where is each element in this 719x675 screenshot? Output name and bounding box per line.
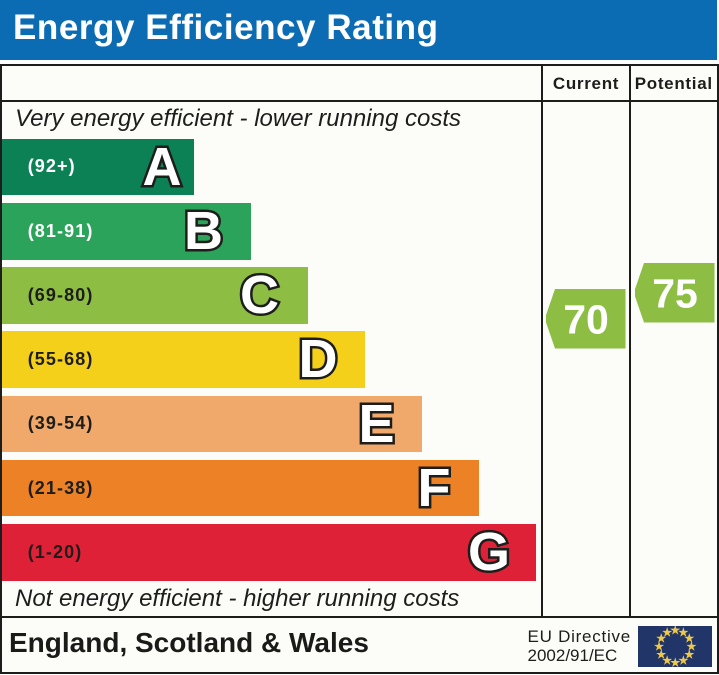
- title-bar: Energy Efficiency Rating: [0, 0, 717, 60]
- band-letter-b: B: [181, 201, 225, 262]
- eu-directive-line-2: 2002/91/EC: [527, 645, 618, 665]
- current-rating-arrow: 70: [545, 289, 625, 349]
- band-range-label-g: (1-20): [27, 541, 83, 562]
- rating-band-a: (92+) A: [2, 136, 195, 197]
- band-range-label-f: (21-38): [27, 477, 94, 498]
- column-header-current: Current: [552, 74, 620, 93]
- band-letter-a: A: [140, 136, 184, 197]
- eu-flag-star: [669, 656, 680, 667]
- eu-flag-star: [661, 626, 672, 637]
- column-header-potential: Potential: [634, 74, 713, 93]
- rating-band-e: (39-54) E: [2, 393, 423, 454]
- rating-band-f: (21-38) F: [2, 458, 480, 519]
- current-rating-value: 70: [563, 297, 609, 343]
- eu-flag-star: [655, 648, 666, 659]
- band-letter-c: C: [237, 265, 281, 326]
- eu-flag-star: [677, 654, 688, 665]
- eu-flag-star: [655, 632, 666, 643]
- rating-band-c: (69-80) C: [2, 265, 309, 326]
- eu-flag-icon: [637, 625, 712, 667]
- potential-arrow-shape: [635, 263, 715, 323]
- eu-directive-line-1: EU Directive: [527, 626, 631, 646]
- current-arrow-shape: [545, 289, 625, 349]
- eu-flag-star: [685, 640, 696, 651]
- rating-band-d: (55-68) D: [2, 329, 366, 390]
- eu-flag-star: [653, 640, 664, 651]
- band-range-label-a: (92+): [27, 156, 76, 177]
- band-range-label-b: (81-91): [27, 220, 94, 241]
- page-title: Energy Efficiency Rating: [13, 8, 439, 47]
- column-divider-current: [540, 64, 543, 618]
- band-range-label-c: (69-80): [27, 284, 94, 305]
- footer-row-divider: [0, 615, 719, 619]
- potential-rating-arrow: 75: [635, 263, 715, 323]
- column-divider-potential: [628, 64, 632, 618]
- eu-flag-star: [669, 625, 680, 635]
- band-range-label-e: (39-54): [27, 413, 94, 434]
- band-range-label-d: (55-68): [27, 348, 94, 369]
- eu-flag-star: [677, 626, 688, 637]
- band-letter-f: F: [415, 458, 453, 519]
- rating-band-b: (81-91) B: [2, 201, 252, 262]
- band-letter-g: G: [465, 522, 512, 583]
- band-letter-d: D: [296, 329, 340, 390]
- footer-region-label: England, Scotland & Wales: [9, 627, 369, 658]
- eu-flag-star: [683, 648, 694, 659]
- header-row-divider: [0, 100, 719, 103]
- top-note: Very energy efficient - lower running co…: [15, 105, 461, 132]
- potential-rating-value: 75: [652, 271, 698, 317]
- eu-flag-star: [683, 632, 694, 643]
- band-letter-e: E: [356, 393, 397, 454]
- eu-flag-star: [661, 654, 672, 665]
- eu-directive-label: EU Directive 2002/91/EC: [528, 627, 631, 666]
- bottom-note: Not energy efficient - higher running co…: [15, 584, 460, 612]
- rating-band-g: (1-20) G: [2, 522, 537, 583]
